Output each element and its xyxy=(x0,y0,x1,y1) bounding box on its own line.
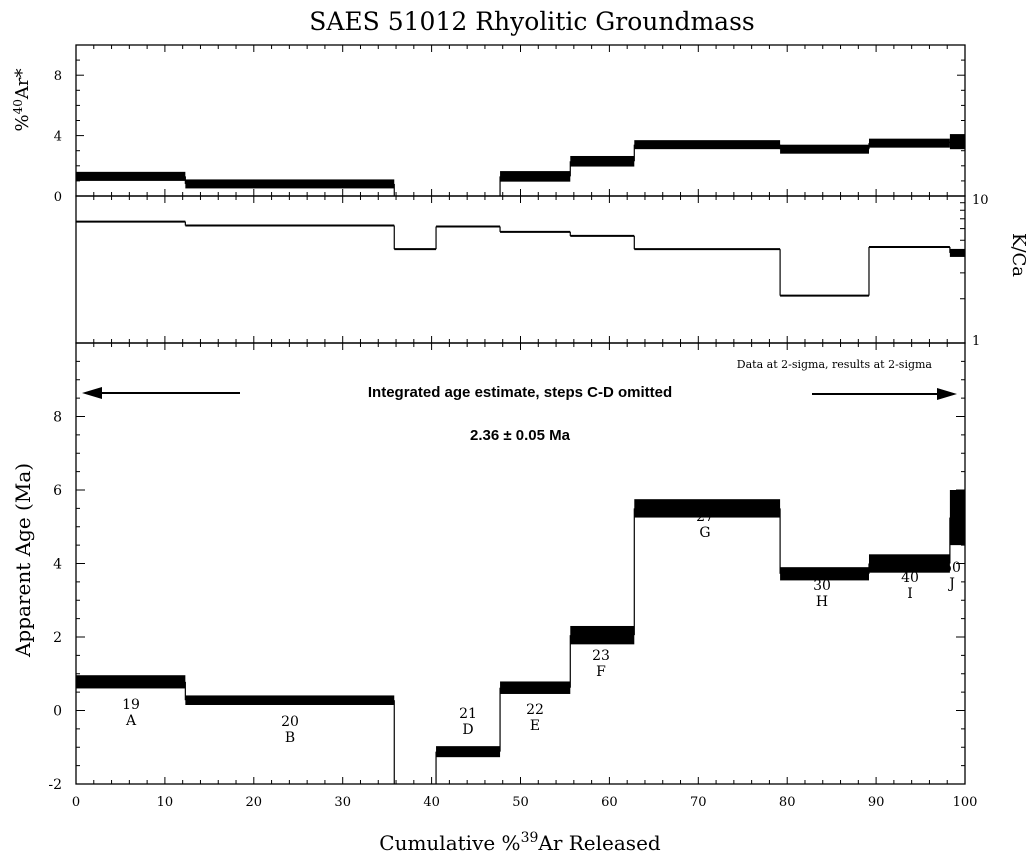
step-letter-label: I xyxy=(907,586,913,602)
y-tick-label-age: 0 xyxy=(53,704,62,720)
x-tick-label: 90 xyxy=(868,795,885,810)
y-tick-label-age: 6 xyxy=(53,483,62,499)
age-step-e-box xyxy=(500,681,571,694)
radiogenic-step-h-box xyxy=(780,144,869,154)
y-tick-label-kca: 1 xyxy=(972,334,980,349)
step-letter-label: D xyxy=(462,722,473,738)
age-step-d-box xyxy=(436,746,501,758)
step-number-label: 20 xyxy=(281,714,299,730)
integrated-age-value: 2.36 ± 0.05 Ma xyxy=(470,427,571,444)
y-tick-label-radiogenic: 4 xyxy=(54,130,62,145)
sigma-note: Data at 2-sigma, results at 2-sigma xyxy=(737,358,933,371)
x-tick-label: 50 xyxy=(512,795,529,810)
y-tick-label-radiogenic: 0 xyxy=(54,190,62,205)
tick-labels: 0 10 20 30 40 50 60 70 80 90 100 0 4 8 1 10 -2 0 2 4 6 8 xyxy=(48,69,988,810)
y-tick-label-radiogenic: 8 xyxy=(54,69,62,84)
step-letter-label: J xyxy=(947,576,955,592)
age-step-a-box xyxy=(76,675,186,689)
radiogenic-step-j-box xyxy=(949,134,965,150)
kca-panel-frame xyxy=(75,195,966,344)
radiogenic-step-a-box xyxy=(76,171,186,181)
step-letter-label: E xyxy=(530,718,540,734)
x-tick-label: 70 xyxy=(690,795,707,810)
x-tick-label: 0 xyxy=(72,795,80,810)
y-label-radiogenic: %40Ar* xyxy=(11,69,33,132)
axis-ticks xyxy=(75,44,966,785)
kca-step-j-box xyxy=(949,248,965,257)
y-tick-label-age: 4 xyxy=(53,557,62,573)
y-tick-label-age: -2 xyxy=(48,777,62,793)
x-tick-label: 10 xyxy=(157,795,174,810)
step-number-label: 22 xyxy=(526,702,544,718)
y-label-kca: K/Ca xyxy=(1008,233,1029,277)
right-arrow xyxy=(812,388,957,400)
age-step-f-box xyxy=(570,625,635,645)
radiogenic-step-f-box xyxy=(570,155,635,167)
age-step-b-box xyxy=(185,695,395,705)
age-step-g-box xyxy=(634,499,781,518)
y-label-age: Apparent Age (Ma) xyxy=(11,463,35,658)
radiogenic-step-b-box xyxy=(185,179,395,189)
y-tick-label-kca: 10 xyxy=(972,193,989,208)
y-tick-label-age: 8 xyxy=(53,410,62,426)
age-panel-frame xyxy=(75,342,966,785)
step-number-label: 19 xyxy=(122,697,140,713)
step-number-label: 40 xyxy=(901,570,919,586)
data-marks xyxy=(76,134,965,784)
x-tick-label: 40 xyxy=(423,795,440,810)
radiogenic-step-e-box xyxy=(500,171,571,182)
radiogenic-step-g-box xyxy=(634,140,781,150)
integrated-age-label: Integrated age estimate, steps C-D omitt… xyxy=(368,384,672,401)
step-letter-label: A xyxy=(125,713,137,729)
step-number-label: 30 xyxy=(813,578,831,594)
step-letter-label: H xyxy=(816,594,828,610)
x-axis-label: Cumulative %39Ar Released xyxy=(379,830,661,855)
radiogenic-step-i-box xyxy=(868,138,950,148)
x-tick-label: 30 xyxy=(334,795,351,810)
chart-title: SAES 51012 Rhyolitic Groundmass xyxy=(309,7,755,36)
step-labels: 19A 20B 21D 22E 23F 27G 30H 40I 50J xyxy=(122,509,961,746)
left-arrow xyxy=(82,387,240,399)
age-step-h-box xyxy=(780,567,869,581)
age-step-i-box xyxy=(868,554,950,573)
x-tick-label: 60 xyxy=(601,795,618,810)
step-letter-label: G xyxy=(699,525,710,541)
step-number-label: 23 xyxy=(592,648,610,664)
step-number-label: 21 xyxy=(459,706,477,722)
x-tick-label: 80 xyxy=(779,795,796,810)
step-number-label: 50 xyxy=(943,560,961,576)
x-tick-label: 20 xyxy=(246,795,263,810)
step-number-label: 27 xyxy=(696,509,714,525)
age-step-j-box xyxy=(949,490,965,546)
x-tick-label: 100 xyxy=(953,795,978,810)
step-letter-label: B xyxy=(285,730,295,746)
y-tick-label-age: 2 xyxy=(53,630,62,646)
step-letter-label: F xyxy=(596,664,606,680)
